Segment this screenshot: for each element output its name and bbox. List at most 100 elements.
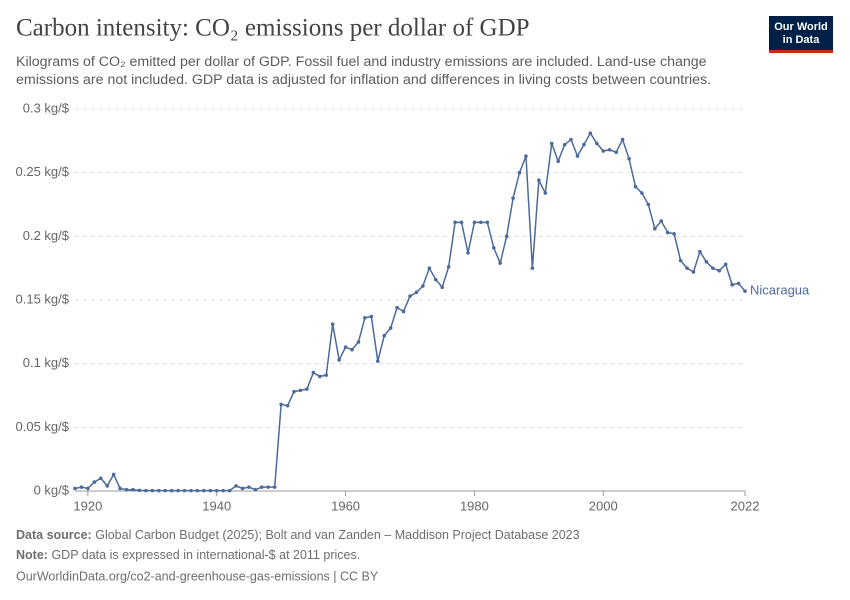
point [388,326,393,330]
point [549,141,554,146]
point [382,333,387,338]
point [156,488,161,493]
point [401,309,406,314]
point [569,137,573,142]
x-tick-label: 1960 [331,498,360,513]
subtitle: emissions are not included. GDP data is … [16,72,711,88]
point [575,154,580,158]
point [485,220,490,225]
point [472,220,477,225]
point [240,486,245,491]
point [163,488,167,493]
url: OurWorldinData.org/co2-and-greenhouse-ga… [16,569,379,583]
point [421,284,425,288]
point [375,359,380,363]
point [620,137,625,142]
point [607,147,612,152]
point [363,316,367,320]
point [356,340,361,344]
point [176,488,180,493]
point [324,373,329,377]
point [137,488,142,493]
point [691,270,696,274]
point [446,265,451,269]
point [118,486,122,491]
point [459,220,464,225]
point [73,486,77,491]
point [234,484,238,488]
point [260,485,264,489]
point [743,289,747,293]
point [247,485,251,489]
point [504,234,509,239]
note-text: GDP data is expressed in international-$… [51,548,360,562]
logo-text: in Data [783,34,821,46]
point [653,226,657,231]
point [582,142,586,147]
x-tick-label: 1920 [73,498,102,513]
logo-bar [769,50,833,53]
x-tick-label: 1980 [460,498,489,513]
point [169,488,174,493]
point [685,266,689,270]
point [672,231,676,236]
y-tick-label: 0 kg/$ [34,482,70,497]
point [530,266,535,270]
point [150,488,155,493]
y-tick-label: 0.3 kg/$ [23,100,70,115]
y-tick-label: 0.1 kg/$ [23,355,70,370]
point [588,131,593,135]
point [491,245,496,250]
point [633,184,638,189]
chart-title: Carbon intensity: CO₂ emissions per doll… [16,15,530,42]
point [202,488,206,493]
point [131,487,135,492]
point [537,178,541,183]
point [369,314,374,319]
point [98,476,103,481]
point [717,268,722,273]
point [105,484,110,488]
point [79,485,84,489]
point [311,370,316,375]
point [659,219,664,223]
point [318,374,322,379]
point [124,487,129,492]
point [330,322,335,326]
point [195,488,200,493]
point [601,149,606,153]
point [665,230,670,235]
point [562,142,567,147]
point [543,191,548,195]
point [414,290,419,295]
point [433,277,438,282]
subtitle: Kilograms of CO₂ emitted per dollar of G… [16,54,707,70]
point [111,472,116,477]
point [723,262,728,267]
x-tick-label: 2022 [731,498,760,513]
y-tick-label: 0.2 kg/$ [23,228,70,243]
point [678,258,683,263]
note: Note: GDP data is expressed in internati… [16,548,360,562]
x-tick-label: 2000 [589,498,618,513]
point [266,485,271,489]
point [479,220,483,225]
point [305,387,309,391]
source-label: Data source: [16,528,92,542]
point [86,486,90,491]
note-label: Note: [16,548,48,562]
point [285,403,290,408]
point [646,202,651,207]
logo-text: Our World [774,21,828,33]
point [408,294,412,298]
point [710,266,715,270]
series-label: Nicaragua [750,283,810,298]
point [298,388,303,393]
point [524,154,528,158]
point [730,282,734,287]
point [92,480,97,484]
point [556,159,560,164]
source-text: Global Carbon Budget (2025); Bolt and va… [95,528,579,542]
